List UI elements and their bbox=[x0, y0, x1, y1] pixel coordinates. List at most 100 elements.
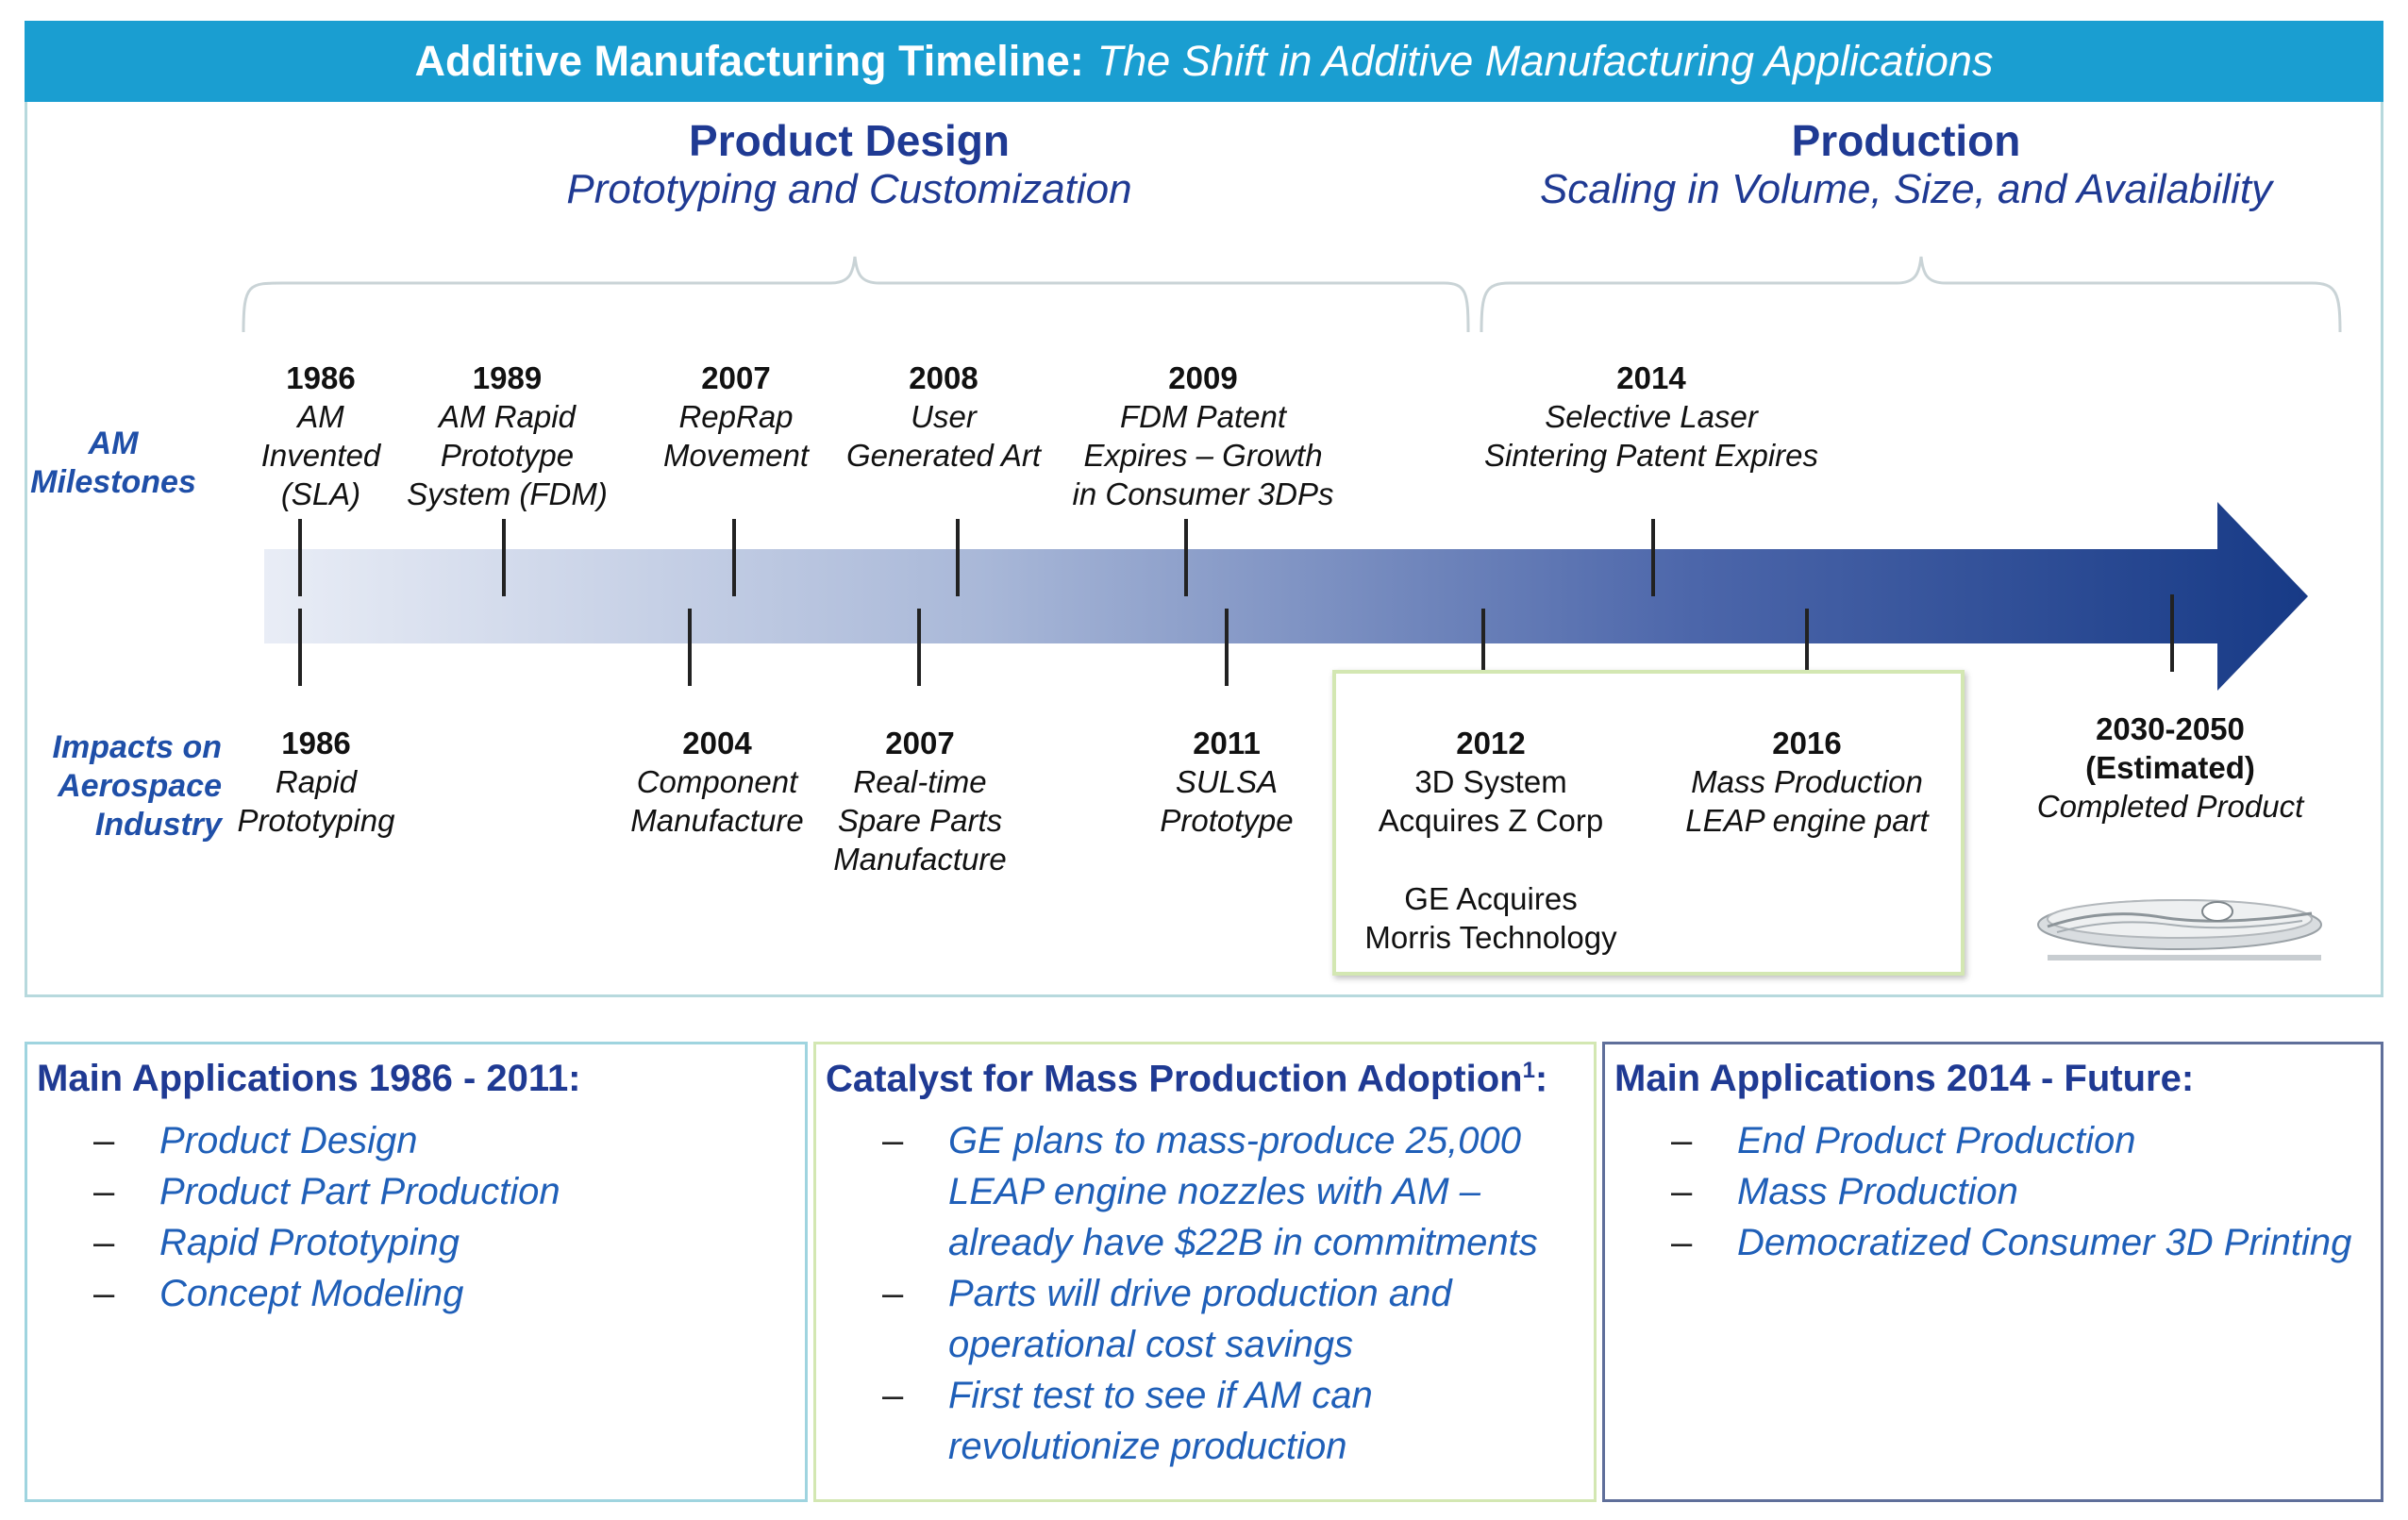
ge-note-text: GE Acquires Morris Technology bbox=[1364, 881, 1617, 955]
impact-text: Real-time Spare Parts Manufacture bbox=[833, 764, 1007, 877]
list-item-text: Concept Modeling bbox=[159, 1273, 464, 1314]
catalyst-list: – GE plans to mass-produce 25,000 LEAP en… bbox=[826, 1115, 1584, 1472]
phase-product-design: Product Design Prototyping and Customiza… bbox=[396, 115, 1302, 213]
impact-year: 2004 bbox=[682, 726, 752, 760]
milestone-text: FDM Patent Expires – Growth in Consumer … bbox=[1072, 399, 1334, 511]
bullet-dash: – bbox=[93, 1120, 115, 1161]
applications-2014-future-box: Main Applications 2014 - Future: – End Pr… bbox=[1602, 1042, 2383, 1502]
milestone-2009: 2009 FDM Patent Expires – Growth in Cons… bbox=[1052, 359, 1354, 513]
impact-text: Mass Production LEAP engine part bbox=[1685, 764, 1929, 838]
catalyst-box: Catalyst for Mass Production Adoption1: … bbox=[813, 1042, 1597, 1502]
timeline-arrow bbox=[264, 502, 2308, 691]
list-item: – Product Design bbox=[37, 1115, 795, 1166]
list-item: – First test to see if AM can revolutioni… bbox=[826, 1370, 1584, 1472]
list-item-text: Product Part Production bbox=[159, 1171, 560, 1212]
list-item: – Democratized Consumer 3D Printing bbox=[1614, 1217, 2371, 1268]
impact-year: 2030-2050 (Estimated) bbox=[2085, 711, 2255, 785]
phase-production: Production Scaling in Volume, Size, and … bbox=[1415, 115, 2397, 213]
tick-impact-2004 bbox=[688, 609, 692, 686]
bullet-dash: – bbox=[882, 1375, 904, 1417]
list-item-text: First test to see if AM can revolutioniz… bbox=[948, 1375, 1373, 1468]
production-start-box bbox=[1332, 670, 1965, 976]
tick-milestone-2009 bbox=[1184, 519, 1188, 596]
catalyst-heading-text: Catalyst for Mass Production Adoption bbox=[826, 1058, 1523, 1100]
applications-list: – Product Design – Product Part Production… bbox=[37, 1115, 795, 1319]
list-item: – Product Part Production bbox=[37, 1166, 795, 1217]
impact-2012: 2012 3D System Acquires Z Corp bbox=[1349, 724, 1632, 840]
list-item-text: GE plans to mass-produce 25,000 LEAP eng… bbox=[948, 1120, 1538, 1264]
milestone-2007: 2007 RepRap Movement bbox=[632, 359, 840, 475]
title-subtitle: The Shift in Additive Manufacturing Appl… bbox=[1096, 37, 1994, 85]
phase-subtitle: Scaling in Volume, Size, and Availabilit… bbox=[1539, 166, 2273, 212]
bullet-dash: – bbox=[882, 1120, 904, 1162]
milestone-2014: 2014 Selective Laser Sintering Patent Ex… bbox=[1458, 359, 1845, 475]
title-main: Additive Manufacturing Timeline: bbox=[414, 37, 1084, 85]
tick-milestone-2008 bbox=[956, 519, 960, 596]
catalyst-heading-suffix: : bbox=[1534, 1058, 1548, 1100]
milestone-text: AM Rapid Prototype System (FDM) bbox=[407, 399, 608, 511]
tick-milestone-1986 bbox=[298, 519, 302, 596]
milestone-year: 2007 bbox=[701, 360, 771, 395]
impact-year: 2016 bbox=[1772, 726, 1842, 760]
list-item-text: Product Design bbox=[159, 1120, 418, 1161]
milestone-year: 2008 bbox=[909, 360, 978, 395]
tick-milestone-2007 bbox=[732, 519, 736, 596]
impact-text: Component Manufacture bbox=[630, 764, 804, 838]
applications-heading: Main Applications 1986 - 2011: bbox=[37, 1058, 581, 1099]
timeline-panel bbox=[25, 21, 2383, 997]
applications-list: – End Product Production – Mass Production… bbox=[1614, 1115, 2371, 1268]
milestone-text: AM Invented (SLA) bbox=[260, 399, 381, 511]
applications-1986-2011-box: Main Applications 1986 - 2011: – Product … bbox=[25, 1042, 808, 1502]
tick-impact-1986 bbox=[298, 609, 302, 686]
phase-subtitle: Prototyping and Customization bbox=[566, 166, 1132, 212]
impact-text: SULSA Prototype bbox=[1160, 764, 1294, 838]
list-item: – Rapid Prototyping bbox=[37, 1217, 795, 1268]
impact-text: 3D System Acquires Z Corp bbox=[1378, 764, 1604, 838]
tick-milestone-2014 bbox=[1651, 519, 1655, 596]
impact-2030-2050: 2030-2050 (Estimated) Completed Product bbox=[2015, 710, 2326, 826]
tick-impact-2011 bbox=[1225, 609, 1229, 686]
tick-impact-2030 bbox=[2170, 594, 2174, 672]
phase-title: Production bbox=[1791, 116, 2021, 165]
phase-braces bbox=[242, 256, 2342, 333]
catalyst-heading: Catalyst for Mass Production Adoption1: bbox=[826, 1058, 1584, 1100]
tick-impact-2012 bbox=[1481, 609, 1485, 670]
footnote-marker: 1 bbox=[1522, 1058, 1535, 1083]
list-item-text: Rapid Prototyping bbox=[159, 1222, 460, 1263]
milestone-year: 1989 bbox=[472, 360, 543, 395]
list-item: – Concept Modeling bbox=[37, 1268, 795, 1319]
row-label-milestones: AM Milestones bbox=[30, 426, 196, 500]
impact-year: 2011 bbox=[1193, 726, 1261, 760]
milestone-2008: 2008 User Generated Art bbox=[826, 359, 1062, 475]
impact-2007: 2007 Real-time Spare Parts Manufacture bbox=[821, 724, 1019, 878]
bullet-dash: – bbox=[882, 1273, 904, 1315]
list-item-text: Democratized Consumer 3D Printing bbox=[1737, 1222, 2352, 1263]
impact-1986: 1986 Rapid Prototyping bbox=[217, 724, 415, 840]
impact-text: Rapid Prototyping bbox=[237, 764, 395, 838]
tick-impact-2007 bbox=[917, 609, 921, 686]
list-item: – Parts will drive production and operati… bbox=[826, 1268, 1584, 1370]
list-item-text: End Product Production bbox=[1737, 1120, 2136, 1161]
title-bar: Additive Manufacturing Timeline: The Shi… bbox=[25, 21, 2383, 102]
impact-2016: 2016 Mass Production LEAP engine part bbox=[1656, 724, 1958, 840]
bullet-dash: – bbox=[1671, 1171, 1693, 1212]
timeline-arrow-shape bbox=[264, 502, 2308, 691]
row-label-impacts: Impacts on Aerospace Industry bbox=[52, 729, 222, 843]
ge-acquires-note: GE Acquires Morris Technology bbox=[1340, 879, 1642, 957]
milestone-text: User Generated Art bbox=[845, 399, 1042, 473]
milestone-text: Selective Laser Sintering Patent Expires bbox=[1483, 399, 1819, 473]
bullet-dash: – bbox=[93, 1171, 115, 1212]
bullet-dash: – bbox=[93, 1273, 115, 1314]
tick-impact-2016 bbox=[1805, 609, 1809, 670]
applications-heading: Main Applications 2014 - Future: bbox=[1614, 1058, 2195, 1099]
milestone-text: RepRap Movement bbox=[662, 399, 810, 473]
bullet-dash: – bbox=[93, 1222, 115, 1263]
tick-milestone-1989 bbox=[502, 519, 506, 596]
bullet-dash: – bbox=[1671, 1222, 1693, 1263]
impact-text: Completed Product bbox=[2036, 789, 2304, 824]
engine-part-image bbox=[2037, 899, 2322, 960]
impact-year: 1986 bbox=[281, 726, 351, 760]
milestone-year: 2009 bbox=[1168, 360, 1238, 395]
milestone-year: 2014 bbox=[1616, 360, 1686, 395]
phase-title: Product Design bbox=[689, 116, 1010, 165]
